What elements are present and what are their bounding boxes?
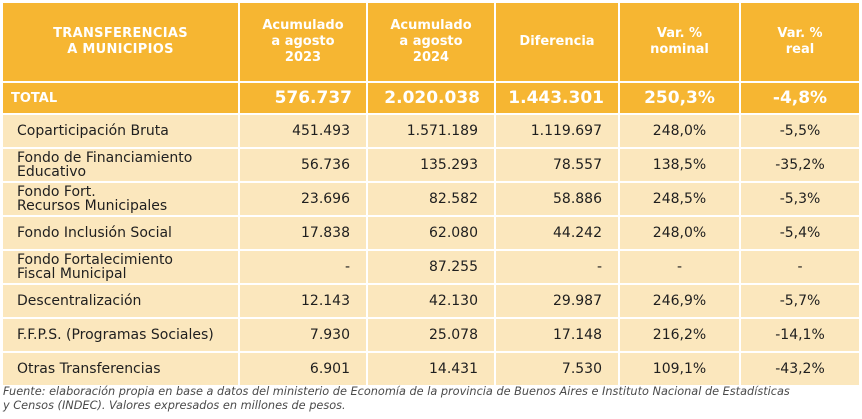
- row-diferencia: 29.987: [496, 285, 620, 319]
- row-2024: 62.080: [368, 217, 496, 251]
- row-2024: 82.582: [368, 183, 496, 217]
- row-2024: 14.431: [368, 353, 496, 387]
- table-row: Otras Transferencias 6.901 14.431 7.530 …: [3, 353, 859, 387]
- row-var-real: -5,4%: [741, 217, 859, 251]
- row-var-real: -5,3%: [741, 183, 859, 217]
- table-row: Fondo Inclusión Social 17.838 62.080 44.…: [3, 217, 859, 251]
- table-row: Coparticipación Bruta 451.493 1.571.189 …: [3, 115, 859, 149]
- total-diferencia: 1.443.301: [496, 83, 620, 115]
- row-diferencia: 1.119.697: [496, 115, 620, 149]
- total-var-nominal: 250,3%: [620, 83, 741, 115]
- row-2023: 6.901: [240, 353, 368, 387]
- row-2023: -: [240, 251, 368, 285]
- row-2024: 135.293: [368, 149, 496, 183]
- row-var-nominal: 246,9%: [620, 285, 741, 319]
- row-2023: 12.143: [240, 285, 368, 319]
- total-2023: 576.737: [240, 83, 368, 115]
- row-2024: 87.255: [368, 251, 496, 285]
- header-var-nominal: Var. % nominal: [620, 3, 741, 83]
- row-2024: 25.078: [368, 319, 496, 353]
- header-diferencia: Diferencia: [496, 3, 620, 83]
- total-2024: 2.020.038: [368, 83, 496, 115]
- source-footnote: Fuente: elaboración propia en base a dat…: [3, 385, 790, 412]
- table-row: Fondo Fort. Recursos Municipales 23.696 …: [3, 183, 859, 217]
- header-acumulado-2023: Acumulado a agosto 2023: [240, 3, 368, 83]
- header-var-real: Var. % real: [741, 3, 859, 83]
- row-diferencia: 17.148: [496, 319, 620, 353]
- row-2023: 56.736: [240, 149, 368, 183]
- row-var-real: -14,1%: [741, 319, 859, 353]
- row-diferencia: 78.557: [496, 149, 620, 183]
- table-row: Descentralización 12.143 42.130 29.987 2…: [3, 285, 859, 319]
- row-var-nominal: 248,5%: [620, 183, 741, 217]
- row-var-nominal: 216,2%: [620, 319, 741, 353]
- table-row: Fondo Fortalecimiento Fiscal Municipal -…: [3, 251, 859, 285]
- row-diferencia: 44.242: [496, 217, 620, 251]
- row-2023: 23.696: [240, 183, 368, 217]
- total-label: TOTAL: [3, 83, 240, 115]
- header-acumulado-2024: Acumulado a agosto 2024: [368, 3, 496, 83]
- row-diferencia: 7.530: [496, 353, 620, 387]
- row-label: Descentralización: [3, 285, 240, 319]
- total-var-real: -4,8%: [741, 83, 859, 115]
- row-2024: 1.571.189: [368, 115, 496, 149]
- row-diferencia: 58.886: [496, 183, 620, 217]
- row-label: Fondo Inclusión Social: [3, 217, 240, 251]
- row-2023: 7.930: [240, 319, 368, 353]
- row-var-real: -35,2%: [741, 149, 859, 183]
- table-row: F.F.P.S. (Programas Sociales) 7.930 25.0…: [3, 319, 859, 353]
- row-label: Fondo Fortalecimiento Fiscal Municipal: [3, 251, 240, 285]
- row-var-real: -: [741, 251, 859, 285]
- row-var-nominal: 138,5%: [620, 149, 741, 183]
- header-transferencias: TRANSFERENCIAS A MUNICIPIOS: [3, 3, 240, 83]
- row-label: F.F.P.S. (Programas Sociales): [3, 319, 240, 353]
- row-var-nominal: 248,0%: [620, 217, 741, 251]
- row-var-real: -43,2%: [741, 353, 859, 387]
- row-var-nominal: -: [620, 251, 741, 285]
- row-var-real: -5,5%: [741, 115, 859, 149]
- row-diferencia: -: [496, 251, 620, 285]
- transfers-table-container: TRANSFERENCIAS A MUNICIPIOS Acumulado a …: [3, 3, 859, 387]
- row-var-real: -5,7%: [741, 285, 859, 319]
- table-row: Fondo de Financiamiento Educativo 56.736…: [3, 149, 859, 183]
- row-2024: 42.130: [368, 285, 496, 319]
- row-var-nominal: 109,1%: [620, 353, 741, 387]
- table-header-row: TRANSFERENCIAS A MUNICIPIOS Acumulado a …: [3, 3, 859, 83]
- transfers-table: TRANSFERENCIAS A MUNICIPIOS Acumulado a …: [3, 3, 859, 387]
- row-var-nominal: 248,0%: [620, 115, 741, 149]
- total-row: TOTAL 576.737 2.020.038 1.443.301 250,3%…: [3, 83, 859, 115]
- row-label: Otras Transferencias: [3, 353, 240, 387]
- row-label: Fondo Fort. Recursos Municipales: [3, 183, 240, 217]
- row-2023: 451.493: [240, 115, 368, 149]
- row-label: Fondo de Financiamiento Educativo: [3, 149, 240, 183]
- row-2023: 17.838: [240, 217, 368, 251]
- row-label: Coparticipación Bruta: [3, 115, 240, 149]
